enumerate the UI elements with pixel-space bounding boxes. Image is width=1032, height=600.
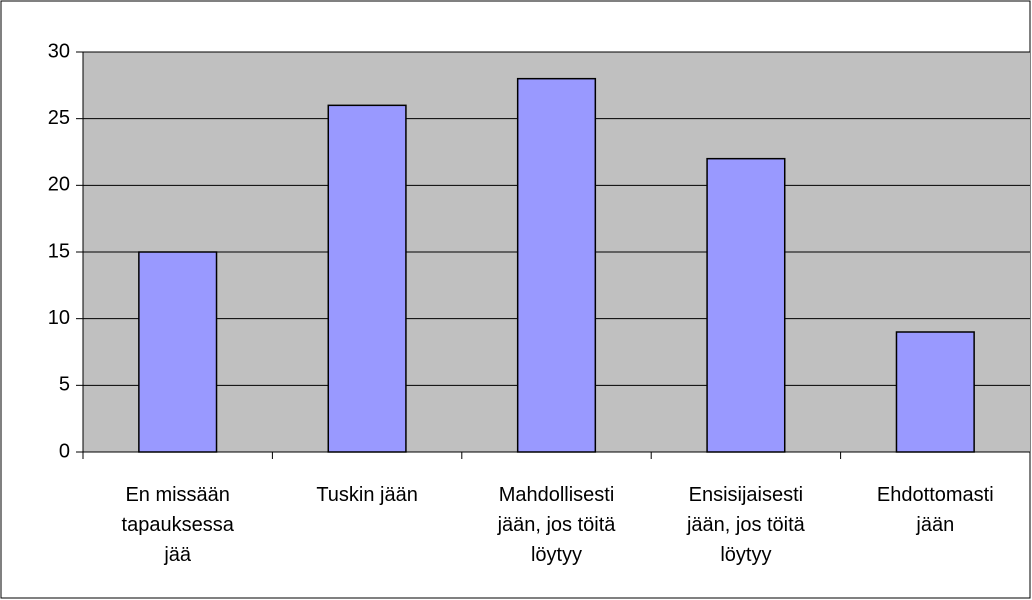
x-tick-label: Ehdottomasti jään xyxy=(876,484,994,536)
y-tick-label: 30 xyxy=(48,40,70,62)
y-tick-label: 20 xyxy=(48,174,70,196)
bar xyxy=(138,251,218,453)
y-tick-label: 5 xyxy=(59,374,70,396)
bar xyxy=(895,331,975,453)
x-tick-label: Mahdollisesti jään, jos töitä löytyy xyxy=(497,484,616,566)
bar xyxy=(516,77,597,453)
x-tick-label: En missään tapauksessa jää xyxy=(121,484,234,566)
x-tick-label: Ensisijaisesti jään, jos töitä löytyy xyxy=(686,484,805,566)
bar xyxy=(327,104,407,453)
y-tick-label: 0 xyxy=(59,440,70,462)
y-tick-label: 15 xyxy=(48,240,70,262)
bar xyxy=(706,157,786,453)
x-tick-label: Tuskin jään xyxy=(316,484,418,506)
y-tick-label: 25 xyxy=(48,107,70,129)
y-tick-label: 10 xyxy=(48,307,70,329)
